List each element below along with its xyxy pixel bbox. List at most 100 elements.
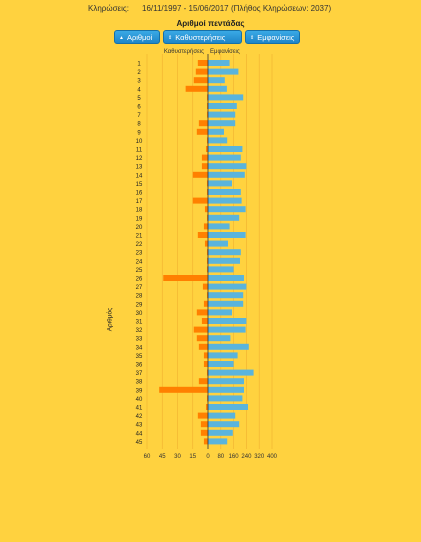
appearance-bar	[208, 292, 244, 299]
appearance-bar	[208, 283, 247, 290]
appearance-bar	[208, 438, 228, 445]
chart-title: Αριθμοί πεντάδας	[176, 19, 245, 28]
category-label: 37	[136, 371, 143, 377]
delay-bar	[203, 361, 208, 367]
appearance-bar	[208, 352, 238, 359]
category-label: 8	[137, 122, 141, 128]
category-label: 27	[136, 285, 143, 291]
delay-bar	[203, 223, 208, 230]
category-label: 44	[136, 431, 143, 437]
delay-bar	[196, 335, 208, 342]
category-label: 36	[136, 363, 143, 369]
appearance-bar	[208, 412, 236, 419]
category-label: 7	[137, 113, 141, 119]
appearance-bar	[208, 85, 227, 92]
category-label: 41	[136, 406, 143, 412]
appearance-bar	[208, 266, 234, 273]
category-label: 5	[137, 96, 141, 102]
delay-bar	[192, 171, 208, 178]
category-label: 10	[136, 139, 143, 145]
appearance-bar	[208, 257, 240, 264]
delay-bar	[205, 404, 208, 410]
delay-bar	[193, 77, 208, 84]
delay-bar	[201, 163, 208, 170]
appearance-bar	[208, 128, 224, 135]
sort-by-appearance-button[interactable]: ⇕ Εμφανίσεις	[245, 30, 300, 44]
appearance-bar	[208, 404, 248, 410]
appearance-bar	[208, 180, 232, 187]
category-label: 43	[136, 423, 143, 429]
sort-by-delay-label: Καθυστερήσεις	[175, 33, 226, 42]
category-label: 9	[137, 130, 141, 136]
delay-bar	[203, 438, 208, 445]
appearance-bar	[208, 395, 243, 402]
category-label: 14	[136, 173, 143, 179]
x-tick-label: 60	[144, 454, 151, 460]
sort-up-icon: ▲	[119, 35, 124, 42]
category-label: 30	[136, 311, 143, 317]
appearance-bar	[208, 111, 236, 118]
delay-bar	[200, 421, 208, 428]
x-tick-label: 45	[159, 454, 166, 460]
delay-bar	[193, 326, 208, 333]
category-label: 38	[136, 380, 143, 386]
category-label: 19	[136, 216, 143, 222]
delay-bar	[197, 412, 208, 419]
appearance-bar	[208, 171, 245, 178]
delay-bar	[204, 240, 208, 247]
delay-bar	[203, 300, 208, 307]
appearance-bar	[208, 326, 246, 333]
appearance-bar	[208, 275, 244, 281]
appearance-bar	[208, 214, 240, 221]
appearance-bar	[208, 68, 239, 75]
delay-bar	[206, 214, 208, 221]
appearance-bar	[208, 361, 234, 367]
sort-by-number-label: Αριθμοί	[126, 33, 153, 42]
sort-by-number-button[interactable]: ▲ Αριθμοί	[114, 30, 160, 44]
category-label: 26	[136, 277, 143, 283]
delay-bar	[159, 386, 208, 393]
delay-bar	[205, 146, 208, 152]
appearance-bar	[208, 309, 232, 316]
category-label: 25	[136, 268, 143, 274]
delay-bar	[201, 318, 208, 324]
appearance-bar	[208, 60, 230, 66]
delay-bar	[196, 309, 208, 316]
appearance-bar	[208, 240, 228, 247]
delay-bar	[198, 378, 208, 385]
appearance-bar	[208, 249, 241, 256]
delay-bar	[206, 266, 208, 273]
right-axis-label: Εμφανίσεις	[210, 49, 240, 55]
delay-bar	[206, 103, 208, 109]
x-tick-label: 240	[241, 454, 252, 460]
delay-bar	[202, 283, 208, 290]
appearance-bar	[208, 386, 244, 393]
left-axis-label: Καθυστερήσεις	[164, 48, 204, 55]
appearance-bar	[208, 343, 249, 350]
category-label: 2	[137, 70, 141, 76]
appearance-bar	[208, 335, 231, 342]
category-label: 1	[137, 62, 141, 68]
delay-bar	[197, 232, 208, 238]
appearance-bar	[208, 77, 225, 84]
category-label: 20	[136, 225, 143, 231]
category-label: 33	[136, 337, 143, 343]
category-label: 22	[136, 242, 143, 248]
sort-by-delay-button[interactable]: ⇕ Καθυστερήσεις	[163, 30, 242, 44]
delay-bar	[192, 197, 208, 204]
delay-bar	[203, 352, 208, 359]
draws-count: (Πλήθος Κληρώσεων: 2037)	[231, 4, 332, 13]
delay-bar	[200, 429, 208, 436]
appearance-bar	[208, 120, 236, 127]
category-label: 16	[136, 191, 143, 197]
delay-bar	[206, 257, 208, 264]
sort-by-appearance-label: Εμφανίσεις	[257, 33, 295, 42]
delay-bar	[195, 68, 208, 75]
category-label: 21	[136, 234, 143, 240]
x-tick-label: 80	[217, 454, 224, 460]
delay-bar	[185, 85, 208, 92]
x-tick-label: 30	[174, 454, 181, 460]
category-label: 18	[136, 208, 143, 214]
appearance-bar	[208, 300, 244, 307]
